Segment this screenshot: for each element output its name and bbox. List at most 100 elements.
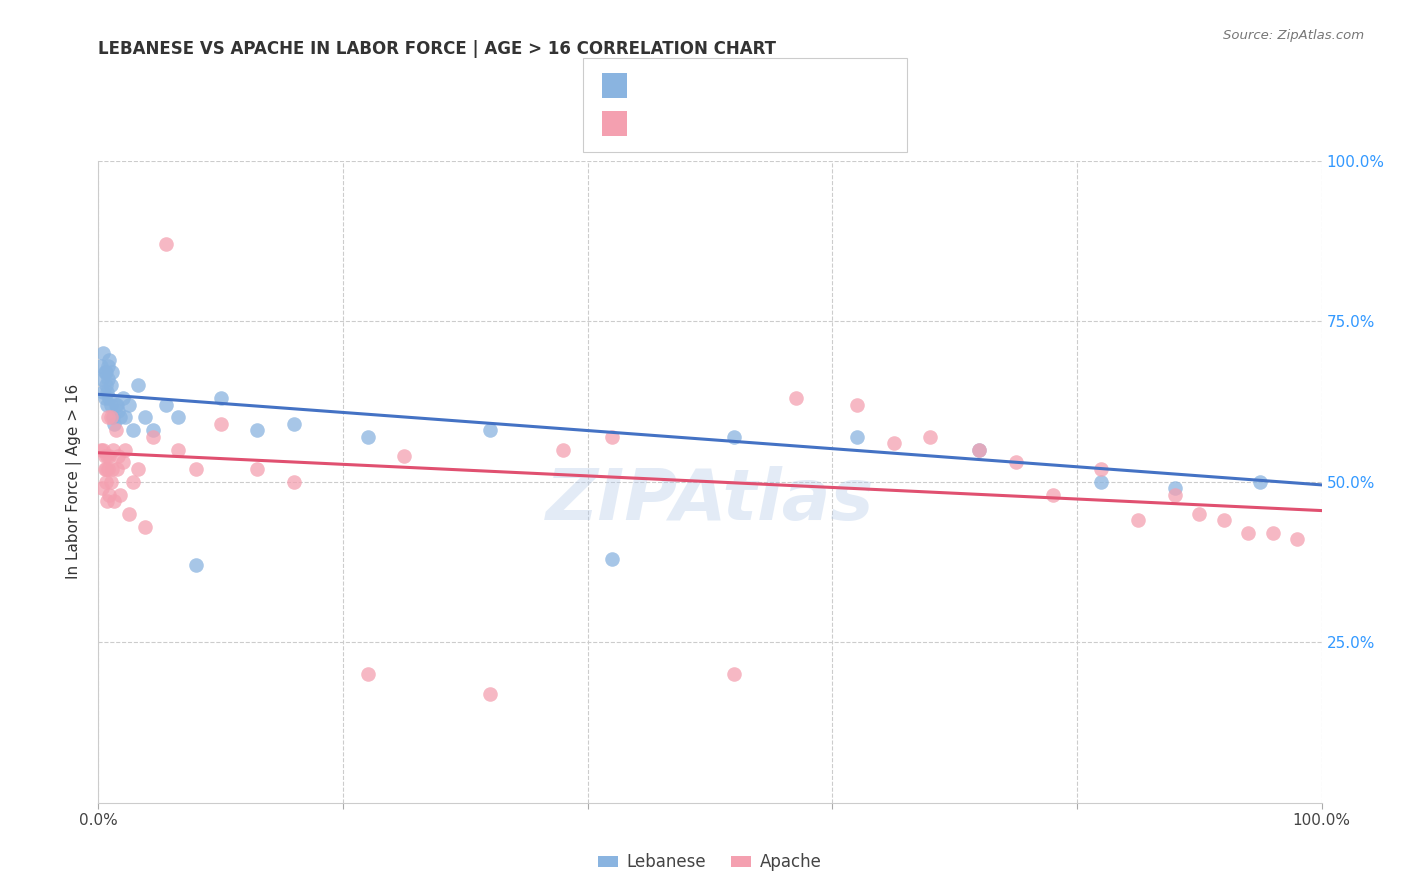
Point: [967, 442, 990, 457]
Point: [100, 475, 122, 489]
Text: Source: ZipAtlas.com: Source: ZipAtlas.com: [1223, 29, 1364, 42]
Point: [118, 398, 141, 412]
Point: [100, 378, 122, 392]
Point: [883, 436, 905, 450]
Point: [283, 475, 305, 489]
Point: [1004, 455, 1026, 469]
Point: [356, 667, 378, 681]
Point: [134, 519, 156, 533]
Point: [94, 475, 117, 489]
Point: [111, 391, 134, 405]
Text: 56: 56: [772, 113, 794, 131]
Point: [142, 430, 165, 444]
Point: [1237, 526, 1260, 541]
Point: [100, 398, 122, 412]
Point: [103, 494, 125, 508]
Point: [107, 449, 129, 463]
Point: [1090, 475, 1112, 489]
Point: [1164, 481, 1187, 495]
Point: [118, 507, 141, 521]
Point: [97, 372, 120, 386]
Point: [91, 442, 114, 457]
Point: [91, 372, 114, 386]
Point: [478, 687, 501, 701]
Text: LEBANESE VS APACHE IN LABOR FORCE | AGE > 16 CORRELATION CHART: LEBANESE VS APACHE IN LABOR FORCE | AGE …: [98, 40, 776, 58]
Point: [90, 442, 112, 457]
Point: [186, 462, 208, 476]
Point: [121, 475, 143, 489]
Point: [98, 352, 121, 367]
Text: R =: R =: [636, 73, 672, 91]
Point: [967, 442, 990, 457]
Point: [97, 410, 120, 425]
Point: [723, 430, 745, 444]
Point: [1042, 487, 1064, 501]
Text: N =: N =: [731, 73, 779, 91]
Point: [104, 398, 127, 412]
Point: [114, 442, 136, 457]
Point: [101, 366, 124, 380]
Point: [600, 430, 623, 444]
Y-axis label: In Labor Force | Age > 16: In Labor Force | Age > 16: [66, 384, 83, 579]
Text: 45: 45: [772, 73, 794, 91]
Point: [1188, 507, 1211, 521]
Point: [142, 423, 165, 437]
Point: [101, 462, 124, 476]
Point: [105, 398, 128, 412]
Point: [96, 384, 118, 399]
Point: [283, 417, 305, 431]
Point: [91, 346, 114, 360]
Text: ZIPAtlas: ZIPAtlas: [546, 467, 875, 535]
Legend: Lebanese, Apache: Lebanese, Apache: [592, 847, 828, 878]
Point: [94, 378, 117, 392]
Text: R =: R =: [636, 113, 672, 131]
Point: [186, 558, 208, 573]
Point: [723, 667, 745, 681]
Point: [167, 442, 190, 457]
Point: [167, 410, 190, 425]
Point: [104, 423, 127, 437]
Point: [246, 423, 269, 437]
Point: [114, 410, 136, 425]
Point: [209, 417, 232, 431]
Point: [478, 423, 501, 437]
Point: [1249, 475, 1271, 489]
Point: [845, 430, 868, 444]
Point: [101, 410, 124, 425]
Point: [100, 410, 122, 425]
Point: [93, 391, 115, 405]
Point: [98, 391, 121, 405]
Point: [96, 398, 118, 412]
Point: [93, 462, 115, 476]
Point: [96, 449, 118, 463]
Point: [209, 391, 232, 405]
Text: -0.289: -0.289: [675, 113, 734, 131]
Point: [246, 462, 269, 476]
Point: [155, 237, 177, 252]
Point: [111, 455, 134, 469]
Point: [1090, 462, 1112, 476]
Point: [107, 404, 129, 418]
Point: [1128, 513, 1150, 527]
Point: [845, 398, 868, 412]
Point: [101, 442, 124, 457]
Point: [91, 384, 114, 399]
Point: [93, 366, 115, 380]
Point: [553, 442, 575, 457]
Point: [110, 410, 132, 425]
Point: [920, 430, 942, 444]
Point: [1286, 533, 1309, 547]
Point: [1164, 487, 1187, 501]
Point: [90, 359, 112, 373]
Text: -0.185: -0.185: [675, 73, 734, 91]
Point: [98, 487, 121, 501]
Point: [97, 359, 120, 373]
Point: [1212, 513, 1234, 527]
Point: [155, 398, 177, 412]
Point: [392, 449, 416, 463]
Point: [103, 417, 125, 431]
Point: [94, 366, 117, 380]
Point: [98, 449, 121, 463]
Point: [127, 462, 149, 476]
Point: [94, 462, 117, 476]
